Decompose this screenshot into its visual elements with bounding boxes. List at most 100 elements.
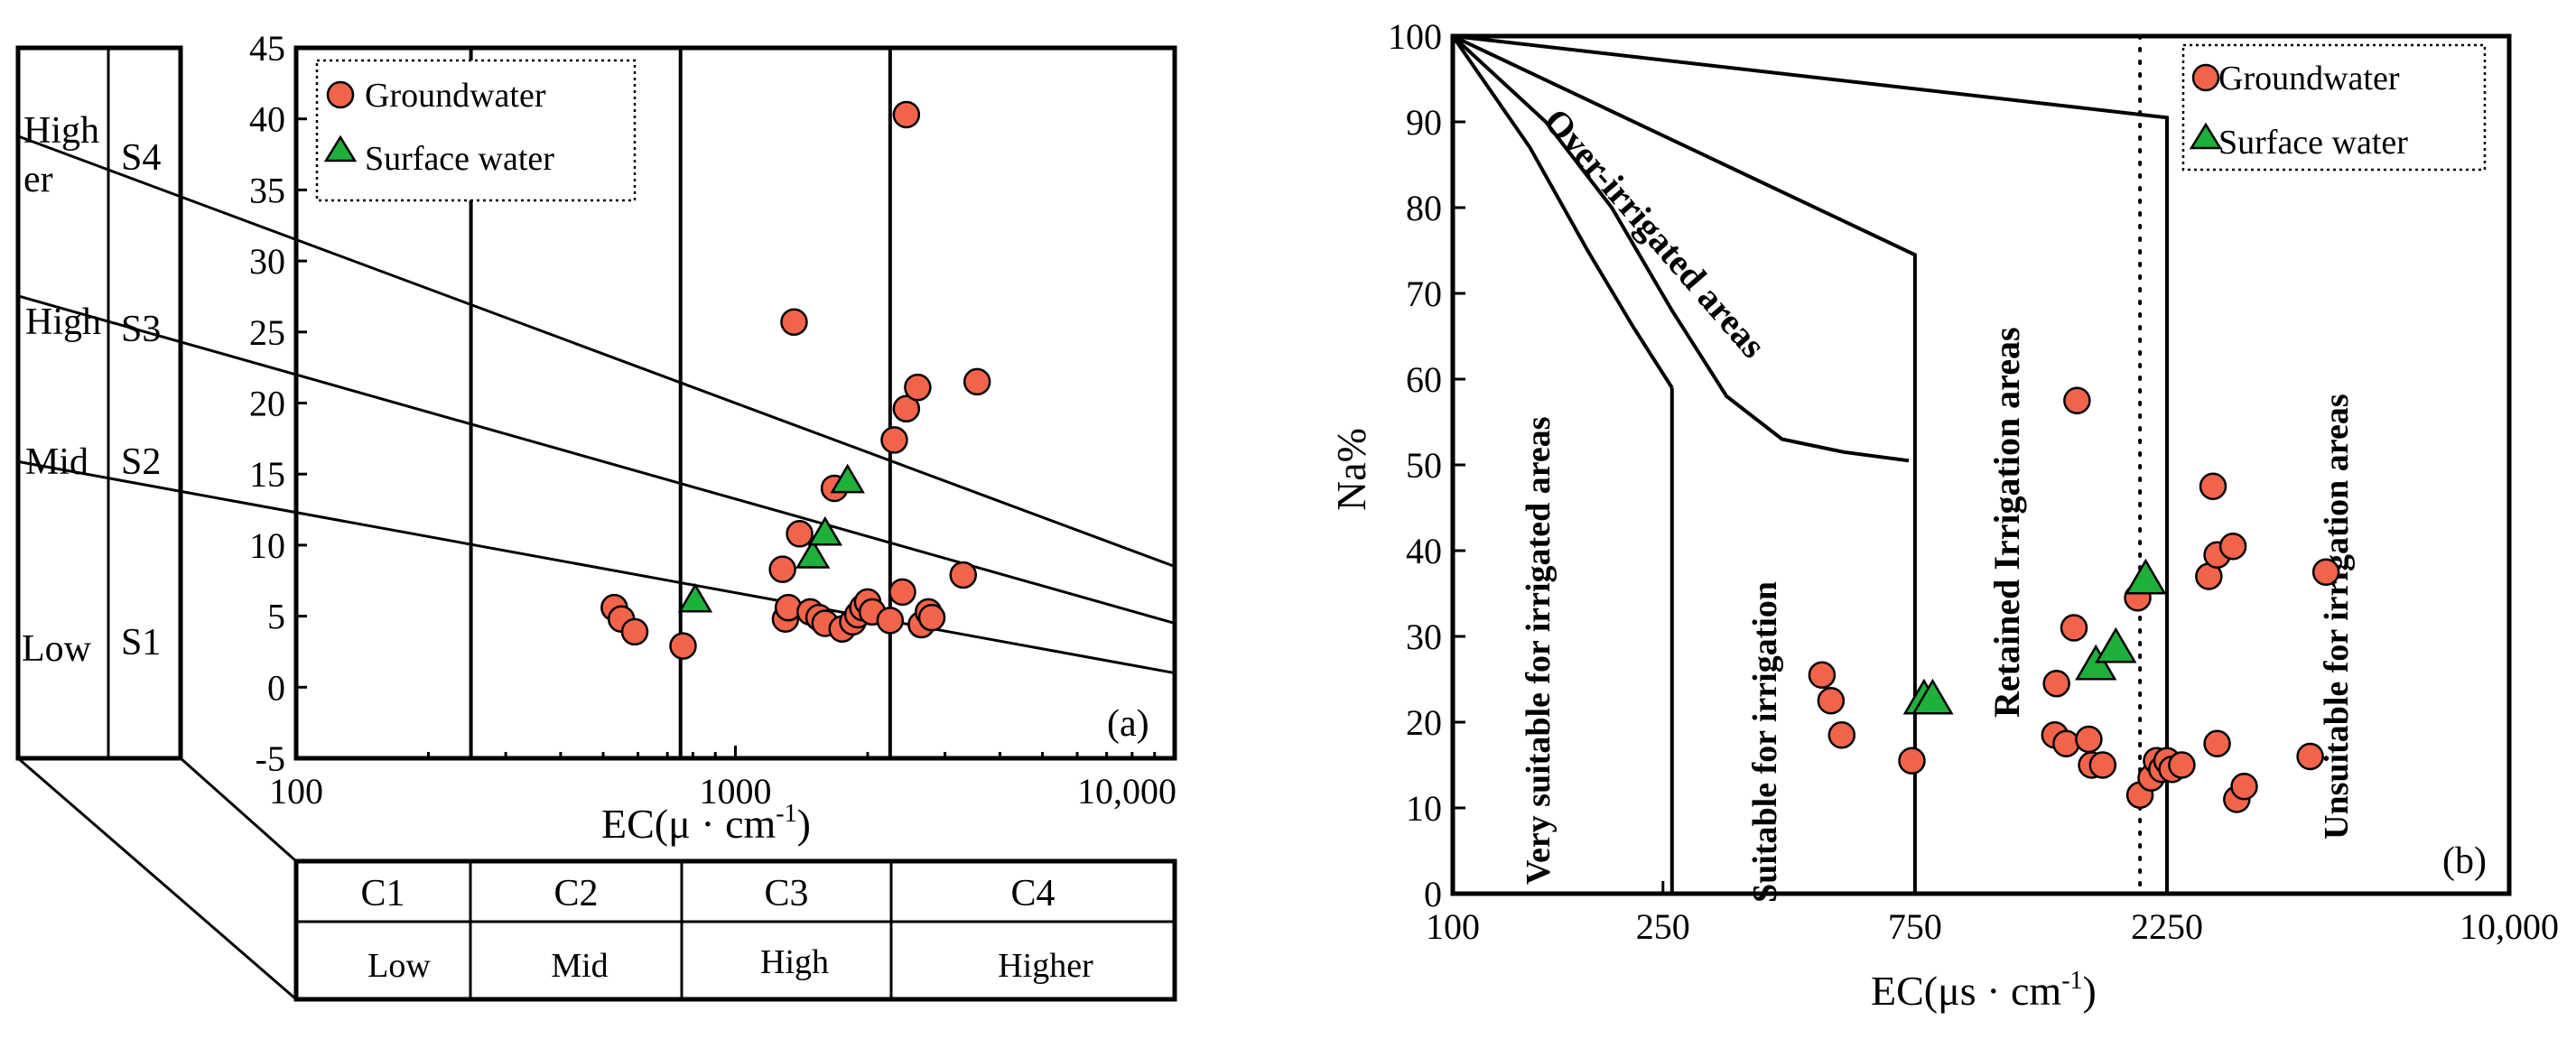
y-tick-label-b-0: 0 (1424, 874, 1442, 914)
legend-a-surface-label: Surface water (365, 140, 554, 178)
groundwater-point-a (904, 373, 932, 402)
boundary-unsuitable (1452, 34, 2169, 894)
boundary-retained (1452, 34, 1917, 894)
x-axis-title-b-sup: -1 (2061, 967, 2082, 995)
y-tick-label-b-2: 20 (1406, 702, 1442, 743)
region-label-very-suitable: Very suitable for irrigated areas (1520, 416, 1558, 885)
legend-b-groundwater-marker (2191, 63, 2220, 92)
x-tick-label-b-4: 10,000 (2460, 906, 2559, 947)
surface-water-point-b (2095, 626, 2137, 663)
groundwater-point-b (1817, 687, 1846, 715)
groundwater-point-a (786, 520, 814, 548)
y-tick-label-b-4: 40 (1406, 531, 1442, 571)
groundwater-point-b (2052, 729, 2080, 757)
panel-label-b: (b) (2442, 840, 2487, 882)
groundwater-point-a (892, 394, 921, 423)
data-points-b (1808, 386, 2340, 813)
connector-right (180, 756, 297, 863)
range-label-low: Low (22, 628, 92, 670)
s-class-label-s4: S4 (121, 137, 161, 179)
groundwater-point-b (1898, 747, 1926, 775)
legend-a-groundwater-label: Groundwater (365, 77, 546, 115)
groundwater-point-a (880, 426, 908, 454)
x-axis-title-b-close: ) (2083, 968, 2097, 1014)
y-tick-label-a-7: 30 (249, 241, 285, 282)
conductivity-class-table: C1 C2 C3 C4 Low Mid High Higher (293, 858, 1177, 1002)
x-axis-ticks-a: 100 1000 10,000 (269, 746, 1176, 812)
groundwater-point-a (917, 603, 946, 632)
s-class-label-s1: S1 (121, 622, 161, 663)
connector-left (17, 756, 297, 1001)
y-tick-label-a-9: 40 (249, 99, 285, 140)
groundwater-point-b (2075, 725, 2103, 754)
y-tick-label-a-3: 10 (249, 525, 285, 566)
region-label-retained: Retained Irrigation areas (1986, 327, 2027, 718)
c-range-label-higher: Higher (998, 947, 1093, 985)
groundwater-point-a (876, 607, 905, 635)
groundwater-point-b (2230, 773, 2258, 801)
x-axis-title-a-main: EC(μ · cm (601, 801, 776, 847)
range-label-mid: Mid (25, 441, 88, 483)
groundwater-point-b (2168, 751, 2196, 779)
groundwater-point-b (2060, 614, 2088, 642)
y-axis-ticks-b: 0 10 20 30 40 50 60 70 80 90 100 (1388, 16, 1465, 914)
groundwater-point-a (780, 308, 808, 337)
x-tick-label-a-2: 10,000 (1077, 771, 1176, 812)
y-tick-label-b-9: 90 (1406, 102, 1442, 143)
y-tick-label-b-3: 30 (1406, 617, 1442, 657)
legend-b-surface-label: Surface water (2218, 124, 2408, 162)
s-class-line-3 (17, 459, 1176, 675)
y-tick-label-a-5: 20 (249, 384, 285, 424)
c-class-label-c4: C4 (1010, 873, 1055, 914)
x-tick-label-b-2: 750 (1888, 906, 1942, 947)
x-axis-ticks-b: 100 250 750 2250 10,000 (1426, 881, 2559, 947)
legend-b-surface-marker (2189, 122, 2223, 150)
s-class-lines-a (17, 135, 1176, 675)
y-tick-label-a-0: -5 (256, 738, 285, 779)
groundwater-point-b (2063, 386, 2091, 414)
groundwater-point-b (1827, 721, 1856, 749)
conductivity-table-frame (293, 858, 1177, 1002)
x-tick-label-b-3: 2250 (2131, 906, 2203, 947)
groundwater-point-b (2199, 472, 2227, 500)
x-tick-label-a-0: 100 (269, 771, 323, 812)
groundwater-point-b (2296, 742, 2324, 771)
x-tick-label-b-1: 250 (1636, 906, 1690, 947)
c-class-label-c2: C2 (553, 873, 598, 914)
y-tick-label-b-1: 10 (1406, 788, 1442, 829)
y-tick-label-a-2: 5 (267, 597, 285, 637)
legend-b-frame (2181, 43, 2487, 172)
x-axis-title-a: EC(μ · cm-1) (601, 800, 811, 847)
y-tick-label-b-5: 50 (1406, 445, 1442, 486)
surface-water-point-a (830, 463, 865, 494)
salinity-class-box: High er S4 High S3 Mid S2 Low S1 (15, 45, 183, 761)
range-label-higher-2: er (23, 159, 53, 200)
panel-b: 0 10 20 30 40 50 60 70 80 90 100 100 250 750 2250 10,0… (1328, 16, 2559, 1014)
x-tick-label-a-1: 1000 (700, 771, 772, 812)
surface-water-point-a (807, 515, 842, 546)
groundwater-point-b (1808, 661, 1837, 689)
c-range-label-mid: Mid (551, 947, 608, 985)
boundary-very-suitable-curve (1451, 34, 1674, 389)
region-label-suitable: Suitable for irrigation (1746, 581, 1784, 903)
groundwater-point-b (2218, 533, 2247, 561)
panel-a: High er S4 High S3 Mid S2 Low S1 C1 C2 C… (15, 28, 1177, 1002)
groundwater-point-a (669, 632, 697, 660)
y-axis-ticks-a: -5 0 5 10 15 20 25 30 35 40 45 (249, 28, 307, 779)
groundwater-point-a (768, 555, 796, 583)
legend-a-surface-marker (323, 135, 358, 162)
legend-b: Groundwater Surface water (2181, 43, 2487, 172)
legend-a-groundwater-marker (326, 80, 355, 109)
s-class-line-1 (17, 135, 1176, 568)
s-class-label-s2: S2 (121, 441, 161, 483)
y-tick-label-b-10: 100 (1388, 16, 1442, 57)
groundwater-point-a (620, 617, 649, 646)
surface-water-point-a (795, 539, 831, 569)
c-range-label-low: Low (367, 947, 431, 985)
groundwater-point-a (892, 100, 921, 129)
y-tick-label-a-6: 25 (249, 312, 285, 353)
y-tick-label-b-8: 80 (1406, 188, 1442, 228)
groundwater-point-a (888, 578, 916, 607)
x-axis-title-a-sup: -1 (776, 800, 796, 828)
y-tick-label-a-1: 0 (267, 667, 285, 708)
